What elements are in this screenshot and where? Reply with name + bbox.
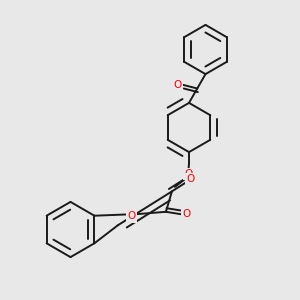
Text: O: O — [182, 209, 190, 219]
Text: O: O — [186, 174, 195, 184]
Text: O: O — [184, 169, 193, 179]
Text: O: O — [128, 211, 136, 221]
Text: O: O — [174, 80, 182, 90]
